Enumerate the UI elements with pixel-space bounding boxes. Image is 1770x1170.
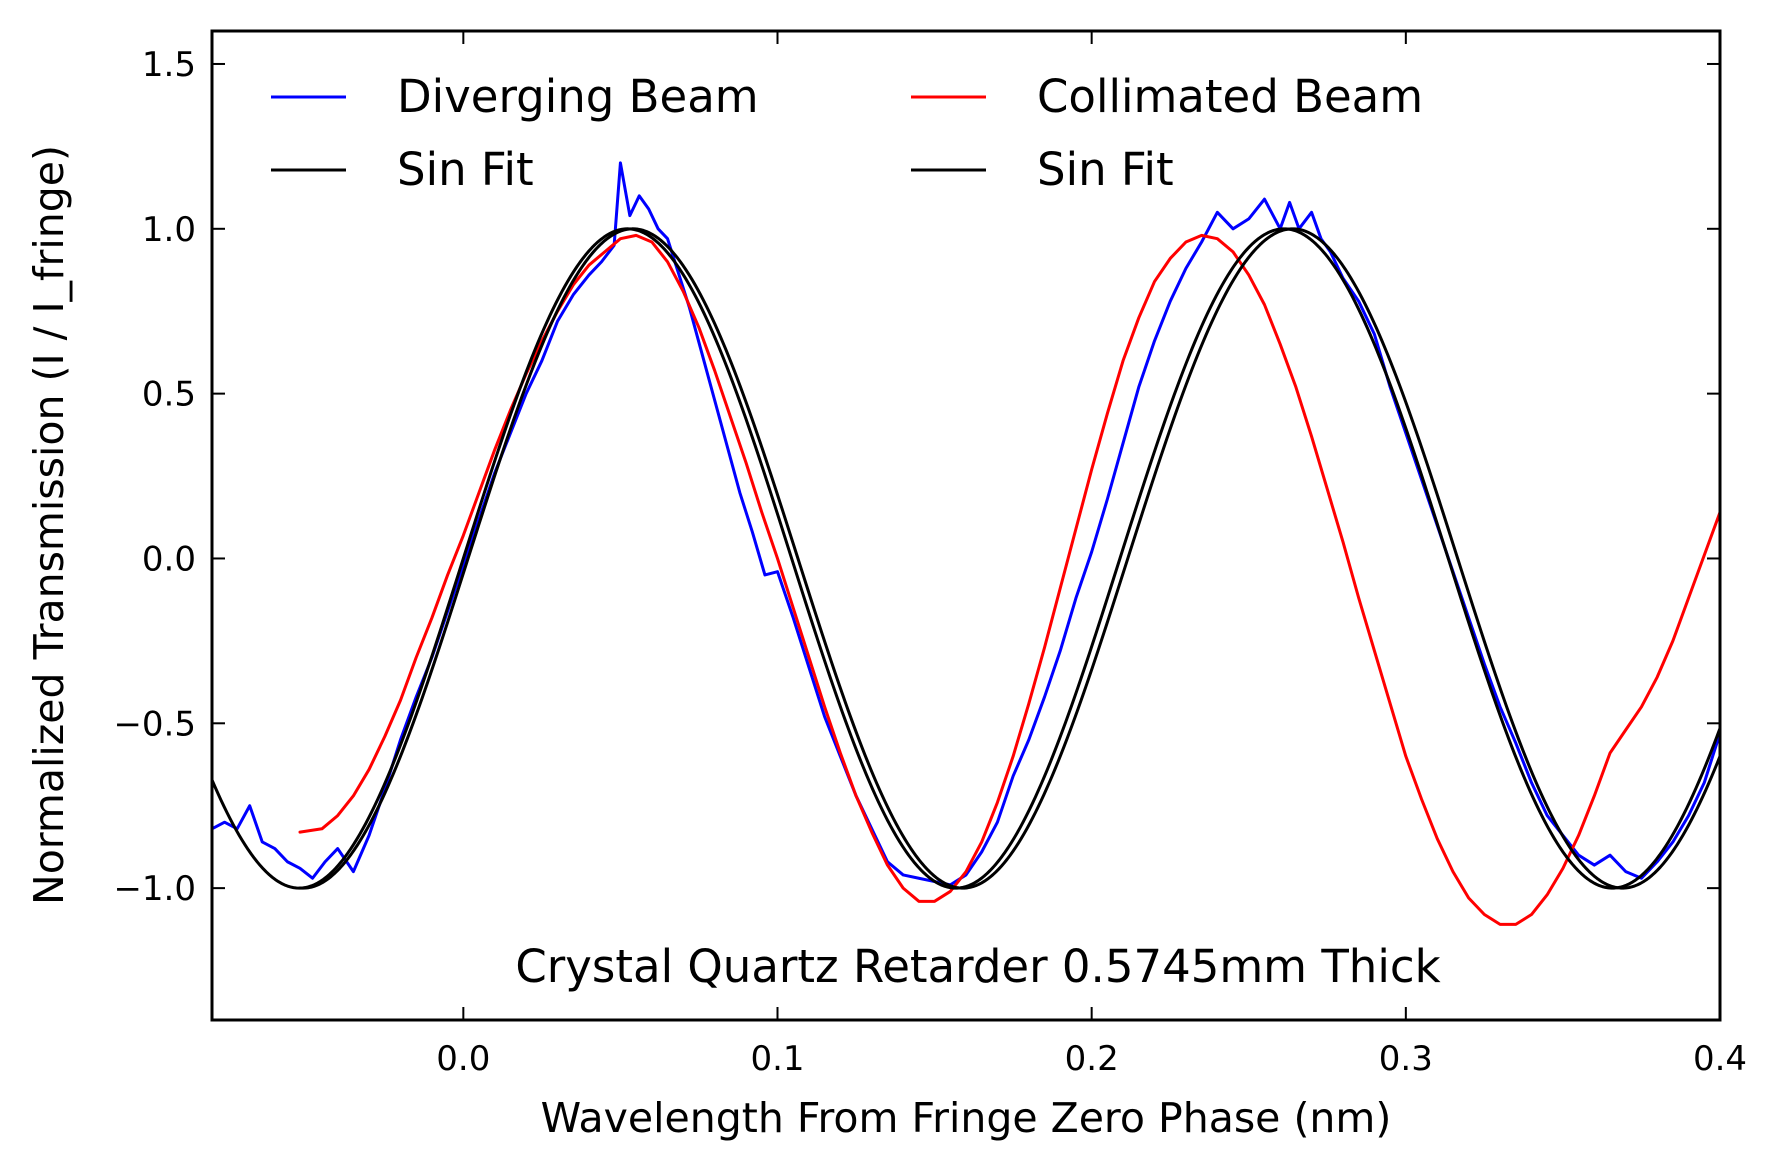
x-tick-label: 0.3 (1379, 1039, 1433, 1079)
legend-label-diverging-beam: Diverging Beam (397, 70, 759, 123)
series-line-sin-fit-3 (298, 227, 1720, 890)
y-tick-label: −0.5 (113, 704, 196, 744)
y-tick-label: 1.0 (142, 210, 196, 250)
series-line-collimated-beam-1 (298, 233, 1720, 926)
x-axis-label: Wavelength From Fringe Zero Phase (nm) (541, 1094, 1392, 1142)
tick-layer: 0.0 0.1 0.2 0.3 0.4 −1.0 −0.5 0.0 0.5 1.0 1.5 (113, 31, 1747, 1079)
x-tick-label: 0.4 (1693, 1039, 1747, 1079)
y-tick-label: 0.5 (142, 375, 196, 415)
legend-label-collimated-beam: Collimated Beam (1037, 70, 1423, 123)
y-tick-label: −1.0 (113, 869, 196, 909)
x-tick-label: 0.0 (436, 1039, 490, 1079)
chart-annotation: Crystal Quartz Retarder 0.5745mm Thick (515, 940, 1440, 993)
y-tick-label: 1.5 (142, 45, 196, 85)
x-tick-label: 0.1 (750, 1039, 804, 1079)
legend-label-sin-fit-1: Sin Fit (397, 143, 534, 196)
legend-label-sin-fit-2: Sin Fit (1037, 143, 1174, 196)
y-axis-label: Normalized Transmission (I / I_fringe) (25, 145, 73, 905)
y-tick-label: 0.0 (142, 539, 196, 579)
legend: Diverging Beam Collimated Beam Sin Fit S… (271, 70, 1423, 196)
series-layer (212, 161, 1720, 926)
plot-frame (210, 29, 1722, 1022)
x-tick-label: 0.2 (1065, 1039, 1119, 1079)
